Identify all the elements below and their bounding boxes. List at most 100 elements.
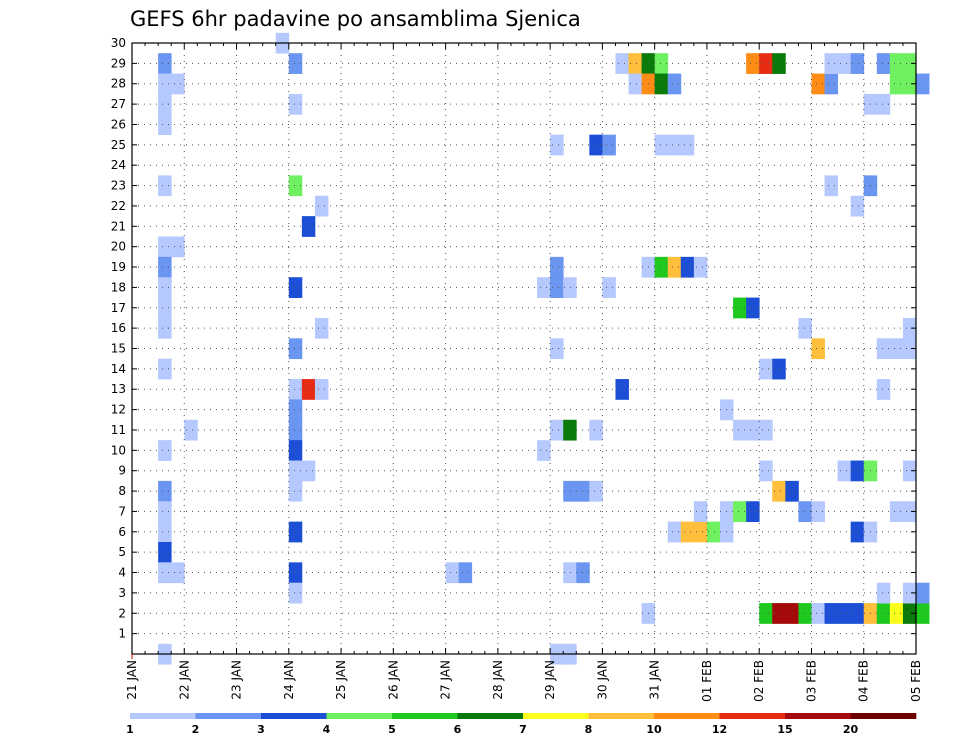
- heatmap-cell: [733, 419, 747, 441]
- colorbar-label: 4: [323, 723, 331, 736]
- y-tick-label: 5: [118, 545, 126, 559]
- heatmap-cell: [746, 501, 760, 523]
- heatmap-cell: [746, 53, 760, 74]
- colorbar-label: 20: [843, 723, 859, 736]
- y-tick-label: 20: [111, 240, 126, 254]
- heatmap-cell: [824, 73, 838, 95]
- y-tick-label: 30: [111, 36, 126, 50]
- heatmap-cell: [824, 603, 838, 624]
- heatmap-cell: [876, 338, 891, 360]
- heatmap-cell: [654, 256, 669, 278]
- x-tick-label: 31 JAN: [648, 660, 662, 700]
- colorbar: 1 2 3 4 5 6 7 8 10 12 15 20: [126, 713, 917, 736]
- x-axis: 21 JAN 22 JAN 23 JAN 24 JAN 25 JAN 26 JAN 27 J…: [125, 43, 923, 702]
- heatmap-cell: [288, 93, 303, 115]
- heatmap-cell: [158, 175, 172, 197]
- heatmap-cell: [693, 521, 708, 543]
- x-tick-label: 05 FEB: [909, 660, 923, 702]
- colorbar-segment: [392, 713, 458, 719]
- heatmap-cell: [837, 603, 852, 624]
- x-tick-label: 24 JAN: [282, 660, 296, 700]
- heatmap-cell: [158, 440, 172, 461]
- y-tick-label: 11: [111, 423, 126, 437]
- heatmap-cell: [602, 134, 616, 156]
- colorbar-label: 7: [519, 723, 527, 736]
- heatmap-cell: [158, 256, 172, 278]
- heatmap-cell: [916, 603, 930, 624]
- heatmap-cell: [916, 582, 930, 604]
- heatmap-cell: [706, 521, 721, 543]
- heatmap-cell: [576, 480, 590, 502]
- heatmap-cell: [158, 73, 172, 95]
- heatmap-cell: [889, 73, 904, 95]
- y-tick-label: 22: [111, 199, 126, 213]
- heatmap-cell: [550, 338, 564, 360]
- y-tick-label: 28: [111, 77, 126, 91]
- y-tick-label: 26: [111, 117, 126, 131]
- grid-lines: [132, 43, 916, 654]
- heatmap-cell: [563, 419, 577, 441]
- heatmap-cell: [615, 53, 629, 74]
- heatmap-cell: [876, 582, 891, 604]
- chart-title: GEFS 6hr padavine po ansamblima Sjenica: [130, 7, 581, 31]
- heatmap-cell: [288, 399, 303, 421]
- heatmap-cell: [889, 338, 904, 360]
- heatmap-cell: [589, 134, 603, 156]
- y-tick-label: 27: [111, 97, 126, 111]
- heatmap-cell: [811, 338, 825, 360]
- x-tick-label: 04 FEB: [857, 660, 871, 702]
- x-tick-label: 28 JAN: [491, 660, 505, 700]
- heatmap-cell: [158, 521, 172, 543]
- x-tick-label: 27 JAN: [439, 660, 453, 700]
- heatmap-cell: [615, 379, 629, 400]
- heatmap-cell: [850, 460, 865, 482]
- heatmap-cell: [902, 582, 917, 604]
- colorbar-segment: [719, 713, 786, 719]
- heatmap-cell: [759, 603, 773, 624]
- heatmap-cell: [628, 53, 642, 74]
- heatmap-cell: [680, 256, 695, 278]
- heatmap-cell: [889, 501, 904, 523]
- heatmap-cell: [288, 379, 303, 400]
- heatmap-cell: [563, 277, 577, 298]
- y-tick-label: 17: [111, 301, 126, 315]
- x-tick-label: 25 JAN: [334, 660, 348, 700]
- y-tick-label: 21: [111, 219, 126, 233]
- heatmap-cell: [798, 603, 812, 624]
- heatmap-cell: [824, 175, 838, 197]
- heatmap-cell: [693, 256, 708, 278]
- heatmap-cell: [158, 114, 172, 136]
- x-tick-label: 29 JAN: [543, 660, 557, 700]
- heatmap-cell: [445, 562, 460, 584]
- heatmap-cell: [314, 317, 329, 339]
- y-tick-label: 1: [118, 627, 126, 641]
- heatmap-cell: [158, 317, 172, 339]
- heatmap-cell: [772, 358, 786, 380]
- heatmap-cell: [772, 603, 786, 624]
- heatmap-cell: [837, 53, 852, 74]
- heatmap-cell: [158, 93, 172, 115]
- heatmap-cell: [889, 53, 904, 74]
- heatmap-cell: [458, 562, 473, 584]
- y-tick-label: 23: [111, 179, 126, 193]
- colorbar-segment: [326, 713, 393, 719]
- y-tick-label: 10: [111, 443, 126, 457]
- heatmap-cell: [537, 440, 551, 461]
- heatmap-cell: [654, 73, 669, 95]
- heatmap-cell: [667, 73, 682, 95]
- heatmap-cell: [158, 297, 172, 319]
- y-tick-label: 16: [111, 321, 126, 335]
- heatmap-cell: [759, 460, 773, 482]
- heatmap-cell: [850, 53, 865, 74]
- heatmap-cell: [576, 562, 590, 584]
- heatmap-cell: [850, 521, 865, 543]
- heatmap-cell: [916, 73, 930, 95]
- colorbar-segment: [654, 713, 720, 719]
- heatmap-cell: [288, 419, 303, 441]
- heatmap-cell: [850, 195, 865, 217]
- heatmap-cell: [902, 460, 917, 482]
- heatmap-cell: [798, 501, 812, 523]
- heatmap-cell: [563, 562, 577, 584]
- heatmap-cell: [902, 501, 917, 523]
